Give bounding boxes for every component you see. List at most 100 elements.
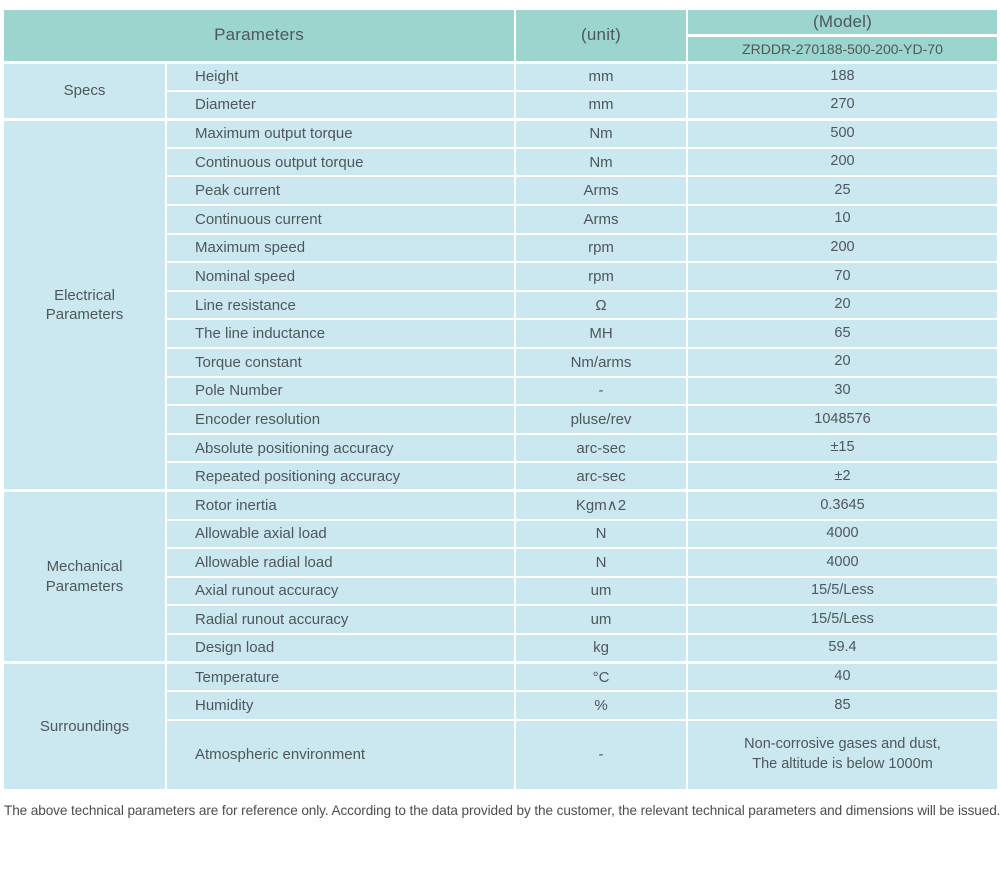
value-cell: ±2 [686,461,999,492]
value-cell: 65 [686,318,999,349]
param-name-cell: Repeated positioning accuracy [165,461,516,492]
unit-cell: mm [514,60,688,92]
param-name-cell: Continuous output torque [165,146,516,178]
table-row: Pole Number -30 [3,375,999,407]
param-name-cell: Continuous current [165,203,516,235]
unit-cell: % [514,690,688,721]
value-cell: 200 [686,232,999,264]
value-cell: 25 [686,175,999,206]
value-cell: 10 [686,203,999,235]
unit-cell: pluse/rev [514,404,688,435]
table-row: Allowable axial load N 4000 [3,518,999,550]
param-name-cell: Pole Number [165,375,516,407]
table-body: Specs Height mm 188 Diameter mm 270 Electrical … [2,60,999,791]
param-name-cell: Atmospheric environment [165,718,516,791]
param-name-cell: Absolute positioning accuracy [165,432,516,464]
unit-cell: Nm/arms [514,346,688,378]
value-cell: 200 [686,146,999,178]
param-name-cell: Allowable radial load [165,547,516,578]
model-number: ZRDDR-270188-500-200-YD-70 [686,34,999,64]
table-row: Radial runout accuracy um 15/5/Less [3,604,999,635]
parameters-table: Parameters (unit) (Model) ZRDDR-270188-5… [2,8,999,791]
unit-cell: - [514,375,688,407]
param-name-cell: Maximum speed [165,232,516,264]
unit-cell: Nm [514,117,688,149]
value-cell: 20 [686,346,999,378]
value-cell: ±15 [686,432,999,464]
unit-cell: Kgm∧2 [514,489,688,521]
param-name-cell: The line inductance [165,318,516,349]
param-name-cell: Allowable axial load [165,518,516,550]
unit-cell: rpm [514,232,688,264]
unit-cell: Arms [514,175,688,206]
param-name-cell: Peak current [165,175,516,206]
param-name-cell: Line resistance [165,289,516,321]
spec-sheet: Parameters (unit) (Model) ZRDDR-270188-5… [2,8,1000,818]
param-name-cell: Maximum output torque [165,117,516,149]
table-row: Peak current Arms 25 [3,175,999,206]
unit-cell: um [514,604,688,635]
table-row: Continuous output torque Nm 200 [3,146,999,178]
section-label: Specs [2,60,167,121]
param-name-cell: Nominal speed [165,261,516,292]
table-row: The line inductance MH 65 [3,318,999,349]
unit-cell: Nm [514,146,688,178]
unit-cell: N [514,547,688,578]
section-label: Mechanical Parameters [2,489,167,664]
table-row: Torque constant Nm/arms 20 [3,346,999,378]
unit-cell: - [514,718,688,791]
table-row: Atmospheric environment - Non-corrosive ga… [3,718,999,791]
table-row: Design load kg 59.4 [3,632,999,664]
unit-header: (unit) [514,8,688,64]
value-cell: 15/5/Less [686,604,999,635]
table-row: Line resistance Ω 20 [3,289,999,321]
disclaimer-note: The above technical parameters are for r… [4,802,1000,818]
param-name-cell: Diameter [165,89,516,121]
value-cell: 4000 [686,518,999,550]
table-row: Repeated positioning accuracy arc-sec ±2 [3,461,999,492]
value-cell: 40 [686,660,999,693]
table-row: Electrical Parameters Maximum output torq… [2,117,999,492]
value-cell: 30 [686,375,999,407]
unit-cell: rpm [514,261,688,292]
unit-cell: um [514,575,688,607]
unit-cell: arc-sec [514,432,688,464]
table-row: Specs Height mm 188 [2,60,999,121]
table-row: Surroundings Temperature °C 40 [2,660,999,791]
param-name-cell: Rotor inertia [165,489,516,521]
table-row: Mechanical Parameters Rotor inertia Kgm∧2 0… [2,489,999,664]
table-row: Encoder resolution pluse/rev 1048576 [3,404,999,435]
value-cell: 59.4 [686,632,999,664]
table-row: Maximum speed rpm 200 [3,232,999,264]
param-name-cell: Humidity [165,690,516,721]
value-cell: Non-corrosive gases and dust, The altitu… [686,718,999,791]
unit-cell: kg [514,632,688,664]
section-label: Surroundings [2,660,167,791]
param-name-cell: Temperature [165,660,516,693]
param-name-cell: Encoder resolution [165,404,516,435]
value-cell: 15/5/Less [686,575,999,607]
table-row: Continuous current Arms 10 [3,203,999,235]
param-name-cell: Radial runout accuracy [165,604,516,635]
value-cell: 4000 [686,547,999,578]
table-row: Allowable radial load N 4000 [3,547,999,578]
header-row: Parameters (unit) (Model) [2,8,999,64]
unit-cell: N [514,518,688,550]
table-row: Diameter mm 270 [3,89,999,121]
model-row: ZRDDR-270188-500-200-YD-70 [3,34,999,64]
unit-cell: Ω [514,289,688,321]
param-name-cell: Torque constant [165,346,516,378]
value-cell: 500 [686,117,999,149]
table-row: Axial runout accuracy um 15/5/Less [3,575,999,607]
value-cell: 85 [686,690,999,721]
param-name-cell: Height [165,60,516,92]
value-cell: 1048576 [686,404,999,435]
unit-cell: MH [514,318,688,349]
table-header: Parameters (unit) (Model) ZRDDR-270188-5… [2,8,999,64]
parameters-header: Parameters [2,8,516,64]
model-header: (Model) [686,8,999,37]
value-cell: 20 [686,289,999,321]
section-label: Electrical Parameters [2,117,167,492]
value-cell: 0.3645 [686,489,999,521]
table-row: Absolute positioning accuracy arc-sec ±15 [3,432,999,464]
